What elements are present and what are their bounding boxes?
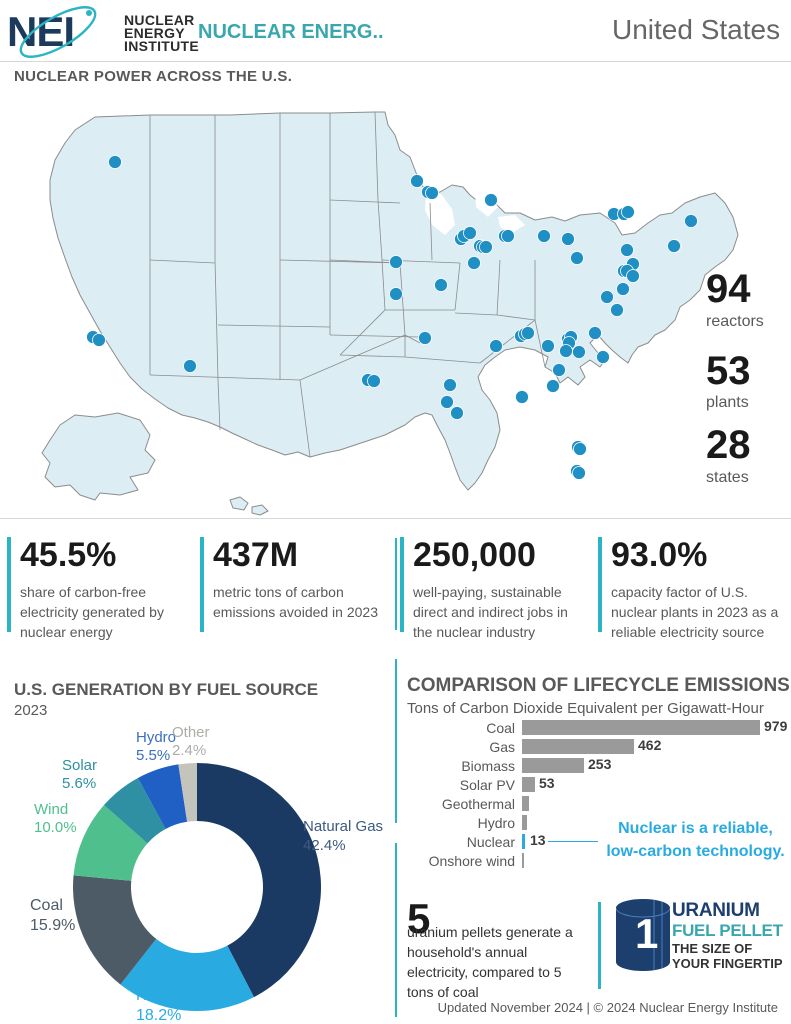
svg-text:1: 1 (635, 910, 658, 957)
